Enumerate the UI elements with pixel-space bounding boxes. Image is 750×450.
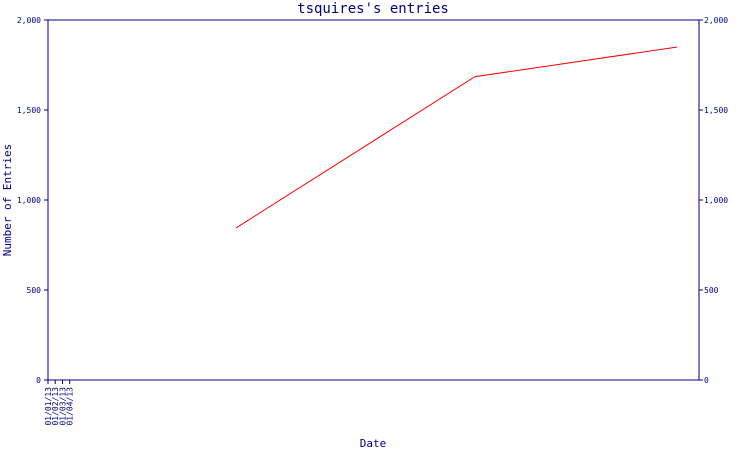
x-tick-label: 01/04/13	[66, 387, 75, 426]
plot-area-frame	[47, 19, 700, 381]
y-tick-label-right: 0	[704, 376, 709, 385]
y-tick-label-left: 0	[36, 376, 41, 385]
y-tick-label-right: 1,000	[704, 196, 728, 205]
y-tick-label-left: 1,000	[17, 196, 41, 205]
series-group	[235, 46, 678, 229]
series-line	[235, 46, 678, 229]
y-tick-label-right: 500	[704, 286, 719, 295]
y-tick-label-left: 2,000	[17, 16, 41, 25]
chart-title: tsquires's entries	[297, 1, 449, 17]
y-tick-label-right: 1,500	[704, 106, 728, 115]
y-axis-left: 0 500 1,000 1,500 2,000	[17, 16, 48, 385]
y-tick-label-left: 1,500	[17, 106, 41, 115]
y-tick-label-right: 2,000	[704, 16, 728, 25]
x-tick-label: 01/03/13	[58, 387, 67, 426]
y-axis-label: Number of Entries	[1, 144, 14, 257]
x-tick-label: 01/01/13	[44, 387, 53, 426]
x-tick-label: 01/02/13	[51, 387, 60, 426]
y-axis-right: 0 500 1,000 1,500 2,000	[699, 16, 728, 385]
y-tick-label-left: 500	[27, 286, 42, 295]
x-axis-label: Date	[360, 437, 387, 450]
